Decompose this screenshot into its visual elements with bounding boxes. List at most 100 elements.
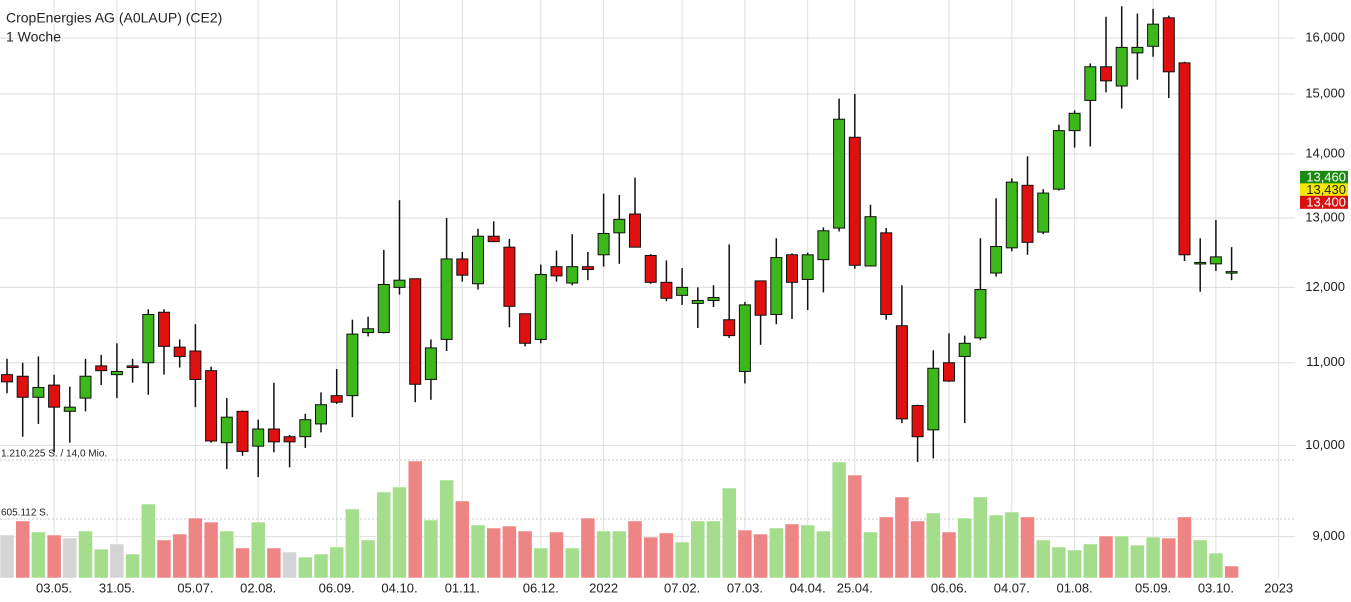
volume-bar (1177, 516, 1192, 579)
candle-body (377, 283, 390, 334)
x-tick-label: 06.12. (523, 580, 559, 595)
volume-bar (250, 521, 266, 579)
volume-bar (1208, 552, 1224, 579)
candle-body (205, 370, 218, 442)
candle-body (770, 257, 783, 315)
x-tick-label: 03.05. (36, 580, 72, 595)
candle-body (990, 245, 1003, 274)
candle-body (252, 428, 265, 447)
candle-body (581, 266, 594, 271)
volume-bar (156, 539, 172, 579)
candle-body (927, 367, 940, 431)
chart-title: CropEnergies AG (A0LAUP) (CE2) (6, 10, 222, 26)
candle-body (1115, 46, 1128, 87)
volume-bar (360, 539, 376, 579)
price-marker-label: 13,400 (1306, 194, 1346, 209)
volume-bar (502, 525, 517, 579)
candle-body (1068, 112, 1081, 132)
candle-body (409, 278, 422, 385)
y-tick-label: 12,000 (1305, 279, 1345, 294)
y-tick-label: 14,000 (1305, 145, 1345, 160)
volume-bar (533, 547, 549, 579)
x-tick-label: 02.08. (240, 580, 276, 595)
volume-bar (109, 543, 125, 579)
candle-body (1021, 184, 1034, 243)
candle-body (644, 254, 657, 283)
volume-bar (847, 474, 863, 579)
x-tick-label: 06.09. (319, 580, 355, 595)
volume-bar (298, 556, 313, 579)
candle-body (676, 286, 689, 296)
volume-bar (894, 496, 910, 579)
x-tick-label: 07.03. (727, 580, 763, 595)
candle-body (848, 136, 861, 266)
candle-body (1225, 271, 1238, 274)
candle-body (1194, 261, 1207, 265)
candle-body (754, 280, 767, 316)
x-tick-label: 25.04. (837, 580, 873, 595)
candle-body (1147, 23, 1160, 47)
price-marker-label: 13,460 (1306, 169, 1346, 184)
volume-bar (486, 527, 501, 579)
x-tick-label: 04.07. (994, 580, 1030, 595)
volume-bar (188, 517, 203, 579)
candle-body (393, 279, 406, 288)
volume-bar (78, 530, 93, 579)
volume-bar (1035, 539, 1051, 579)
volume-bar (737, 529, 753, 579)
candle-body (1131, 46, 1144, 54)
candle-body (126, 365, 139, 368)
volume-bar (1051, 546, 1067, 579)
x-tick-label: 01.11. (445, 580, 480, 595)
candle-body (189, 350, 202, 380)
volume-bar (141, 503, 156, 579)
candle-body (1084, 66, 1097, 101)
grid (0, 0, 1295, 578)
candle-body (1178, 62, 1191, 256)
candle-body (707, 297, 720, 301)
candle-body (597, 232, 610, 256)
volume-bar (46, 534, 62, 579)
volume-bar (1130, 544, 1145, 579)
volume-bar (627, 520, 643, 579)
candle-body (801, 254, 814, 280)
volume-bar (1020, 516, 1035, 579)
volume-bar (470, 524, 486, 579)
volume-bar (941, 531, 957, 579)
volume-bar (219, 530, 235, 579)
volume-bar (62, 537, 78, 579)
volume-bar (721, 487, 737, 579)
volume-bar (93, 548, 109, 579)
volume-bar (596, 530, 611, 579)
volume-bar (392, 486, 407, 579)
candle-body (487, 235, 500, 243)
candle-body (267, 428, 280, 443)
candle-body (110, 370, 123, 376)
candle-body (63, 406, 76, 412)
volume-bar (910, 520, 925, 579)
candle-body (833, 118, 846, 229)
volume-bar (15, 520, 30, 579)
candle-body (895, 325, 908, 420)
candle-body (1100, 66, 1112, 82)
volume-bar (674, 541, 690, 579)
candle-body (142, 313, 155, 364)
volume-bar (439, 479, 454, 579)
volume-bar (0, 534, 15, 579)
candle-body (974, 289, 987, 339)
candle-body (346, 333, 359, 397)
volume-bar (1067, 549, 1082, 579)
candle-body (440, 258, 453, 340)
candle-body (220, 416, 233, 444)
candle-body (1, 374, 13, 383)
candle-body (943, 362, 955, 382)
volume-bar (1083, 543, 1098, 579)
volume-bar (266, 547, 282, 579)
candle-body (1052, 130, 1065, 190)
volume-bar (1145, 536, 1161, 579)
x-tick-label: 2022 (589, 580, 618, 595)
volume-bar (690, 520, 706, 579)
price-marker (1300, 170, 1348, 184)
